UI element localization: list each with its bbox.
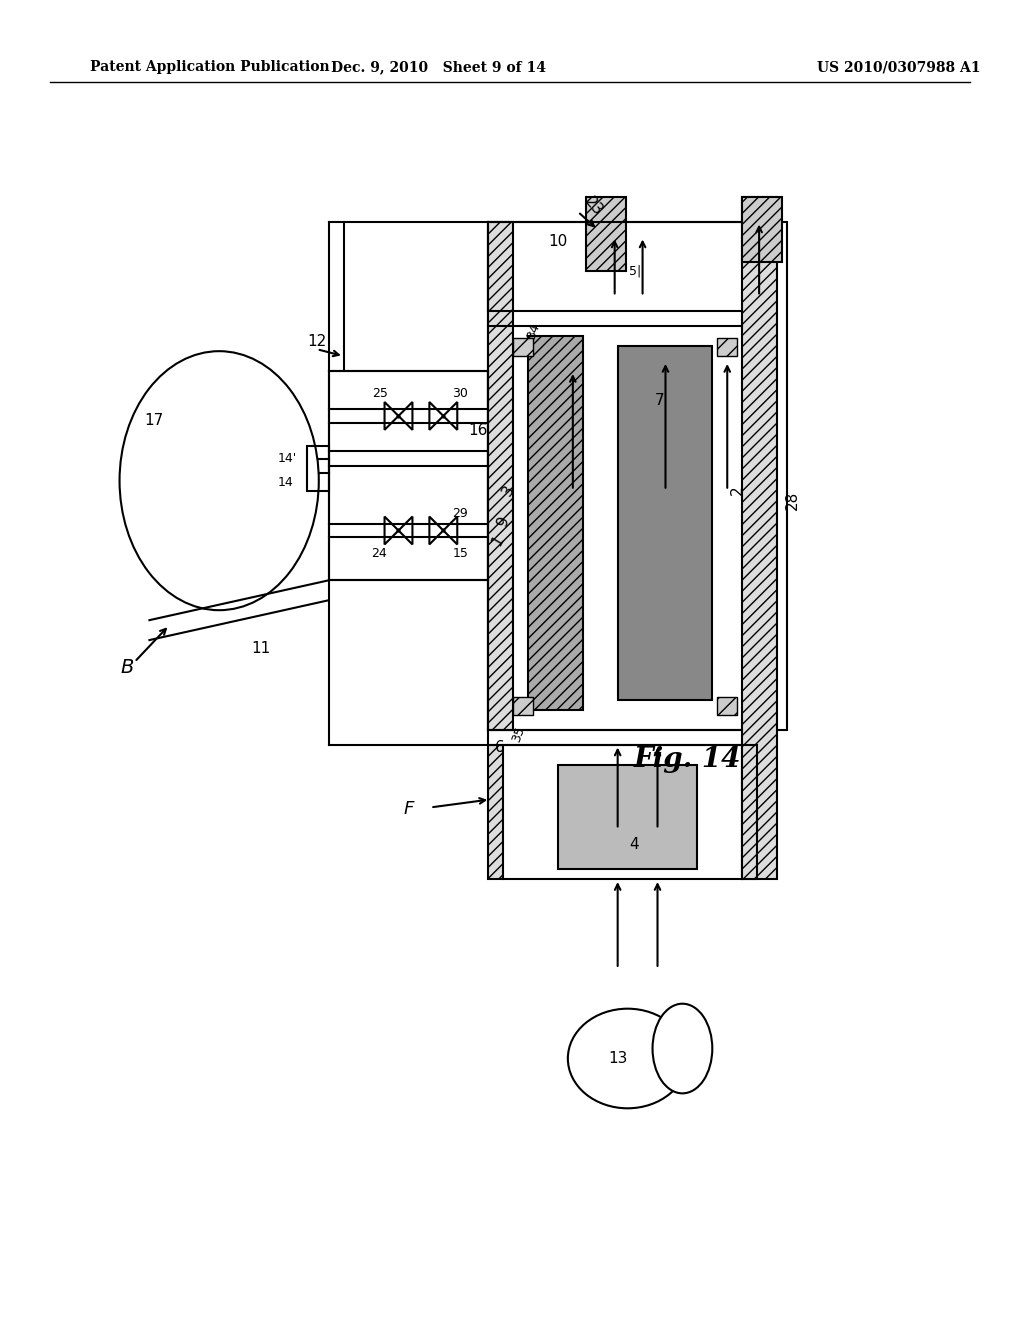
Text: 12: 12 (307, 334, 327, 348)
Text: 3: 3 (499, 483, 517, 499)
Text: 7: 7 (654, 393, 665, 408)
Text: 24: 24 (371, 546, 386, 560)
Text: 14': 14' (278, 453, 297, 465)
Text: 16: 16 (469, 424, 488, 438)
Bar (586, 197, 626, 272)
Text: 10: 10 (548, 234, 567, 249)
Bar (513, 697, 532, 715)
Bar (528, 337, 583, 710)
Text: 2: 2 (730, 486, 744, 495)
Text: 1: 1 (489, 532, 507, 548)
Text: 11: 11 (251, 640, 270, 656)
Text: 28: 28 (784, 491, 800, 511)
Text: 30: 30 (453, 387, 468, 400)
Text: F: F (403, 800, 414, 818)
Text: 5|: 5| (630, 265, 642, 279)
Text: 13: 13 (608, 1051, 628, 1067)
Text: Fig. 14: Fig. 14 (634, 746, 741, 774)
Text: Patent Application Publication: Patent Application Publication (90, 61, 330, 74)
Text: 25: 25 (373, 387, 388, 400)
Bar (488, 744, 503, 879)
Bar (742, 744, 757, 879)
Text: B: B (121, 659, 134, 677)
Text: 34: 34 (524, 322, 542, 341)
Bar (617, 346, 713, 700)
Text: 6: 6 (496, 741, 505, 755)
Bar (742, 197, 782, 261)
Bar (558, 764, 697, 869)
Bar (717, 338, 737, 356)
Text: US 2010/0307988 A1: US 2010/0307988 A1 (817, 61, 980, 74)
Text: 35: 35 (509, 725, 527, 744)
Bar (329, 371, 488, 581)
Bar (488, 222, 787, 730)
Ellipse shape (652, 1003, 713, 1093)
Bar (717, 697, 737, 715)
Text: 23: 23 (582, 194, 606, 219)
Bar (513, 338, 532, 356)
Text: 15: 15 (453, 546, 468, 560)
Bar (488, 222, 513, 730)
Ellipse shape (568, 1008, 687, 1109)
Text: 17: 17 (144, 413, 164, 429)
Text: 14: 14 (279, 477, 294, 490)
Text: 29: 29 (453, 507, 468, 520)
Text: 9: 9 (496, 513, 513, 528)
Bar (307, 446, 329, 491)
Bar (742, 197, 777, 879)
Text: 4: 4 (629, 837, 638, 851)
Text: Dec. 9, 2010   Sheet 9 of 14: Dec. 9, 2010 Sheet 9 of 14 (331, 61, 546, 74)
